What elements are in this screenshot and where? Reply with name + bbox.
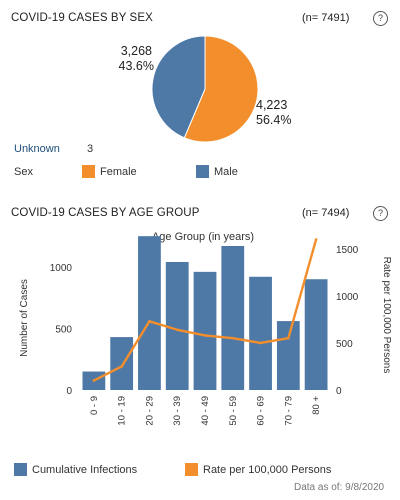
- bar-5[interactable]: [221, 246, 245, 390]
- rate-point-7: [287, 336, 290, 340]
- bar-2[interactable]: [138, 236, 161, 390]
- bar-7[interactable]: [276, 321, 300, 390]
- data-date-footer: Data as of: 9/8/2020: [294, 482, 385, 493]
- male-legend-label: Male: [214, 166, 238, 178]
- age-chart-axis-title: Age Group (in years): [152, 231, 254, 243]
- unknown-value: 3: [87, 143, 94, 155]
- sex-legend-title: Sex: [14, 166, 33, 178]
- bar-3[interactable]: [165, 262, 189, 390]
- age-chart: Age Group (in years) Number of Cases Rat…: [19, 231, 392, 426]
- rate-point-4: [203, 334, 207, 337]
- x-tick-label: 50 - 59: [228, 396, 239, 426]
- y2-tick-label: 1000: [336, 292, 359, 303]
- help-icon[interactable]: ?: [373, 206, 388, 221]
- rate-point-5: [231, 336, 235, 340]
- bar-6[interactable]: [249, 276, 272, 390]
- sex-pie-chart: [151, 35, 259, 143]
- sex-chart-title: COVID-19 CASES BY SEX: [11, 12, 153, 24]
- y2-tick-label: 500: [336, 339, 353, 350]
- x-tick-label: 20 - 29: [144, 396, 155, 426]
- y2-tick-label: 1500: [336, 245, 359, 256]
- age-n-label: (n= 7494): [302, 207, 350, 219]
- age-chart-title: COVID-19 CASES BY AGE GROUP: [11, 207, 200, 219]
- rate-point-6: [259, 341, 262, 345]
- pie-slice-male[interactable]: [151, 35, 206, 139]
- sex-n-label: (n= 7491): [302, 12, 350, 24]
- infections-legend-label: Cumulative Infections: [32, 464, 138, 476]
- bar-4[interactable]: [193, 271, 217, 390]
- female-count-label: 4,223: [256, 98, 288, 112]
- x-tick-label: 80 +: [311, 396, 322, 415]
- x-tick-label: 10 - 19: [117, 396, 128, 426]
- male-legend-swatch: [196, 165, 209, 178]
- female-pct-label: 56.4%: [256, 113, 292, 127]
- x-tick-label: 60 - 69: [256, 396, 267, 426]
- bar-1[interactable]: [110, 337, 134, 390]
- rate-point-1: [120, 365, 123, 368]
- rate-legend-swatch: [185, 463, 198, 476]
- y2-axis-label: Rate per 100,000 Persons: [381, 257, 392, 374]
- male-pct-label: 43.6%: [118, 59, 154, 73]
- female-legend-swatch: [82, 165, 95, 178]
- rate-point-3: [175, 328, 179, 332]
- rate-point-8: [314, 238, 318, 241]
- infections-legend-swatch: [14, 463, 27, 476]
- y-tick-label: 0: [66, 386, 72, 397]
- unknown-label: Unknown: [14, 143, 60, 155]
- y-tick-label: 500: [55, 324, 72, 335]
- pie-slice-female[interactable]: [183, 35, 259, 143]
- x-tick-label: 40 - 49: [200, 396, 211, 426]
- rate-point-0: [92, 379, 96, 382]
- x-tick-label: 70 - 79: [283, 396, 294, 426]
- x-tick-label: 30 - 39: [172, 396, 183, 426]
- rate-legend-label: Rate per 100,000 Persons: [203, 464, 332, 476]
- female-legend-label: Female: [100, 166, 137, 178]
- y-tick-label: 1000: [50, 263, 73, 274]
- rate-point-2: [148, 319, 151, 323]
- y-axis-label: Number of Cases: [19, 279, 30, 357]
- x-tick-label: 0 - 9: [89, 396, 100, 415]
- male-count-label: 3,268: [120, 44, 152, 58]
- y2-tick-label: 0: [336, 386, 342, 397]
- bar-8[interactable]: [304, 279, 328, 390]
- help-icon[interactable]: ?: [373, 11, 388, 26]
